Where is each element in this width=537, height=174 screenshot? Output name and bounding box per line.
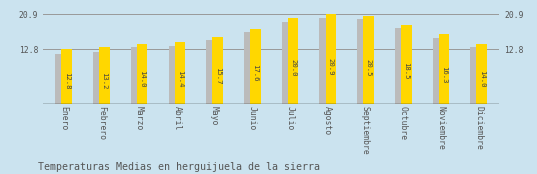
Bar	[99, 48, 110, 104]
Bar	[470, 48, 481, 104]
Text: 20.9: 20.9	[328, 58, 334, 75]
Text: 14.0: 14.0	[478, 70, 485, 88]
Bar	[395, 28, 405, 104]
Text: 16.3: 16.3	[441, 66, 447, 84]
Bar	[357, 19, 368, 104]
Bar	[212, 37, 223, 104]
Bar	[288, 18, 299, 104]
Bar	[363, 16, 374, 104]
Bar	[244, 32, 255, 104]
Bar	[282, 22, 292, 104]
Text: 12.8: 12.8	[64, 72, 70, 90]
Text: 20.0: 20.0	[290, 60, 296, 77]
Text: 17.6: 17.6	[252, 64, 258, 81]
Bar	[169, 46, 179, 104]
Bar	[55, 54, 66, 104]
Bar	[401, 25, 411, 104]
Bar	[206, 40, 217, 104]
Bar	[439, 34, 449, 104]
Text: 18.5: 18.5	[403, 62, 409, 80]
Text: 14.0: 14.0	[139, 70, 145, 88]
Text: 15.7: 15.7	[215, 67, 221, 85]
Bar	[320, 18, 330, 104]
Text: 20.5: 20.5	[366, 58, 372, 76]
Bar	[61, 49, 72, 104]
Bar	[250, 29, 260, 104]
Bar	[175, 42, 185, 104]
Text: 13.2: 13.2	[101, 72, 107, 89]
Text: 14.4: 14.4	[177, 70, 183, 87]
Text: Temperaturas Medias en herguijuela de la sierra: Temperaturas Medias en herguijuela de la…	[38, 162, 320, 172]
Bar	[476, 44, 487, 104]
Bar	[325, 14, 336, 104]
Bar	[137, 44, 148, 104]
Bar	[433, 38, 443, 104]
Bar	[131, 48, 141, 104]
Bar	[93, 52, 104, 104]
